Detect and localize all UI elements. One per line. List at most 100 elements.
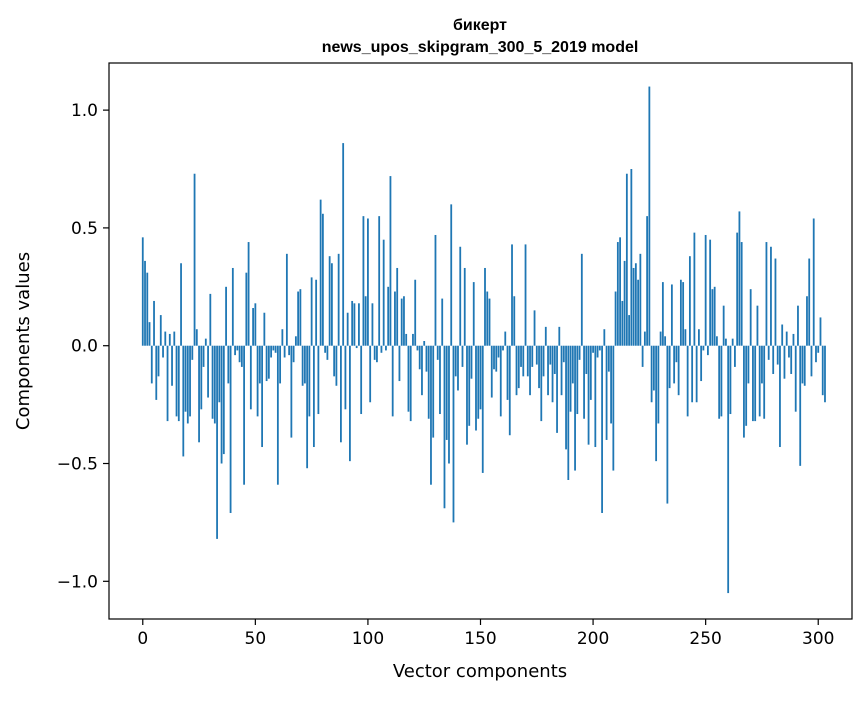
bar — [657, 345, 660, 424]
bar — [249, 345, 252, 410]
bar — [688, 256, 691, 346]
bar — [470, 345, 473, 379]
bar — [567, 345, 570, 480]
bar — [198, 345, 200, 443]
bar — [340, 345, 342, 443]
bar — [607, 345, 610, 372]
bar — [499, 345, 502, 417]
bar — [511, 244, 513, 346]
bar — [344, 345, 347, 410]
bar — [283, 345, 286, 358]
bar — [144, 260, 146, 346]
bar — [603, 329, 606, 346]
bar — [574, 345, 576, 471]
bar — [222, 345, 225, 455]
bar — [382, 239, 385, 346]
bar — [776, 345, 779, 365]
bar — [258, 345, 261, 384]
bar — [211, 345, 214, 419]
bar — [220, 345, 223, 464]
bar — [191, 345, 194, 360]
x-tick-label: 50 — [245, 629, 267, 649]
bar — [610, 345, 612, 424]
bar — [436, 345, 439, 360]
bar — [731, 338, 734, 346]
bar — [763, 345, 766, 419]
bar — [380, 345, 383, 353]
bar — [236, 345, 239, 351]
bar — [412, 333, 414, 346]
bar — [432, 345, 435, 438]
bar — [391, 345, 394, 417]
bar — [459, 246, 462, 346]
bar — [405, 333, 408, 346]
bar — [306, 345, 309, 469]
bar — [247, 242, 250, 346]
bar — [686, 345, 689, 417]
bar — [162, 345, 164, 358]
bar — [245, 272, 248, 346]
bar — [463, 267, 466, 346]
bar — [691, 345, 694, 403]
bar — [326, 345, 329, 360]
bar — [337, 253, 340, 346]
bar — [578, 345, 581, 360]
bar — [556, 345, 558, 433]
bar — [180, 263, 182, 346]
bar — [682, 282, 685, 346]
bar — [718, 345, 721, 419]
bar — [488, 298, 491, 346]
bar — [709, 239, 712, 346]
bar — [396, 267, 399, 346]
bar — [335, 345, 338, 386]
bar — [779, 345, 781, 448]
bar — [342, 143, 345, 346]
bar — [448, 345, 450, 464]
bar — [587, 345, 590, 445]
bar — [614, 291, 617, 346]
bar — [148, 322, 151, 346]
bar — [166, 345, 169, 422]
bar — [540, 345, 543, 422]
bar — [423, 341, 426, 346]
bar — [722, 305, 725, 346]
bar — [243, 345, 245, 485]
bar — [252, 308, 254, 346]
bar — [367, 218, 369, 346]
bar — [810, 345, 813, 377]
bar — [569, 345, 572, 412]
bar — [749, 289, 752, 346]
bar — [758, 345, 761, 417]
bar — [425, 345, 428, 372]
bar — [772, 345, 775, 374]
bar — [177, 345, 180, 422]
bar — [596, 345, 599, 358]
bar — [605, 345, 608, 440]
bar — [704, 234, 707, 346]
x-tick-label: 150 — [464, 629, 496, 649]
bar — [297, 291, 300, 346]
bar — [270, 345, 273, 358]
x-tick-label: 200 — [577, 629, 609, 649]
bar — [292, 345, 295, 363]
bar — [806, 296, 808, 346]
y-tick-label: −1.0 — [57, 572, 98, 592]
bar — [508, 345, 511, 436]
bar — [799, 345, 802, 466]
bar — [308, 345, 311, 417]
bar — [240, 345, 243, 367]
bar — [272, 345, 275, 351]
bar — [628, 315, 630, 346]
bar — [585, 345, 588, 374]
bar — [153, 300, 155, 346]
bar — [389, 176, 392, 346]
bar — [558, 326, 561, 346]
bar — [407, 345, 410, 412]
bar — [403, 296, 405, 346]
bar — [668, 345, 671, 389]
bar — [765, 242, 768, 346]
y-tick-label: 1.0 — [71, 101, 98, 121]
bar — [547, 345, 549, 396]
bar — [520, 345, 522, 367]
